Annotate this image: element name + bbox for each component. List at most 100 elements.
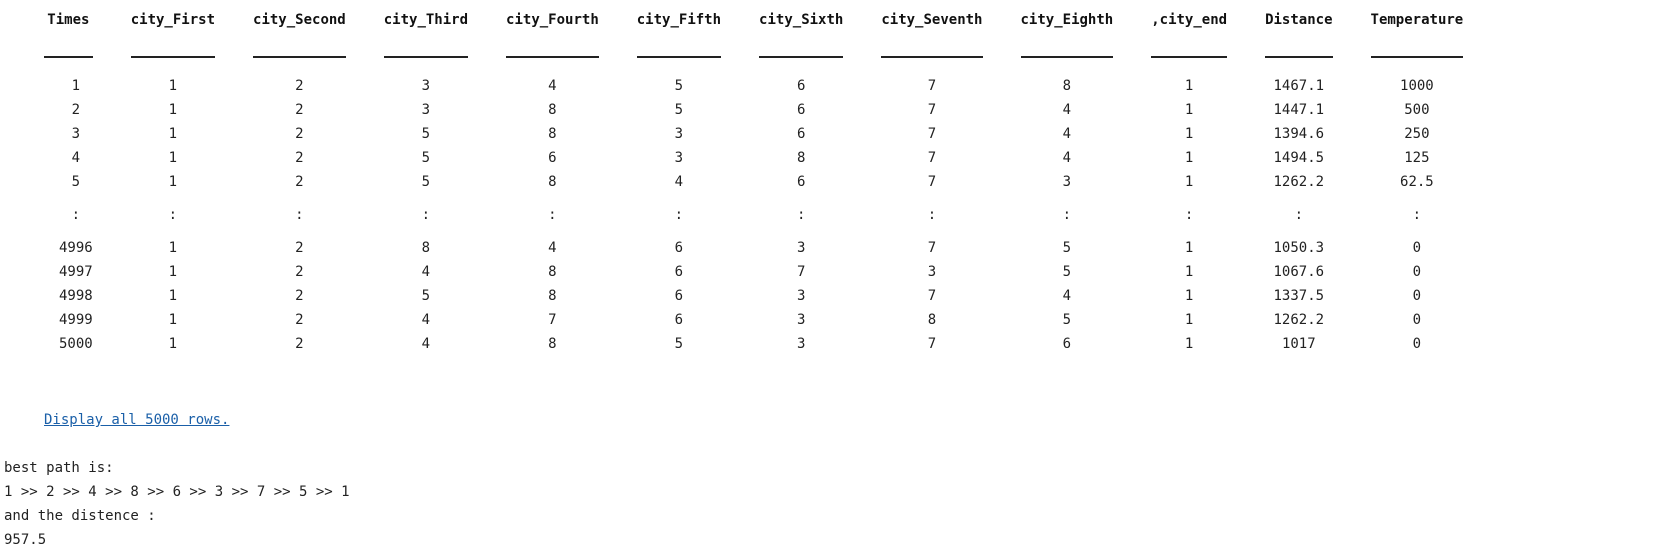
table-cell: 3 [796, 336, 806, 352]
results-table: Times city_First city_Second city_Third city… [40, 8, 1482, 356]
column-header: city_First [112, 8, 234, 66]
table-cell: 0 [1412, 336, 1422, 352]
table-row: 5000 1 2 4 8 5 3 7 6 1 1017 0 [40, 332, 1482, 356]
column-header: city_Eighth [1002, 8, 1133, 66]
table-cell: 5 [71, 174, 81, 190]
table-cell: 5 [421, 288, 431, 304]
column-header: Temperature [1352, 8, 1483, 66]
table-cell: 7 [927, 174, 937, 190]
display-all-rows-link[interactable]: Display all 5000 rows. [44, 412, 230, 428]
distance-label: and the distence : [4, 508, 156, 524]
table-cell: 5 [1062, 264, 1072, 280]
header-underline [759, 56, 844, 58]
table-cell: 4999 [59, 312, 93, 328]
table-cell: 1 [168, 126, 178, 142]
table-cell: 2 [295, 102, 304, 118]
table-cell: 4 [421, 264, 431, 280]
table-cell: 3 [927, 264, 937, 280]
header-row: Times city_First city_Second city_Third city… [40, 8, 1482, 66]
table-cell: 2 [295, 264, 304, 280]
table-cell: 3 [796, 240, 806, 256]
table-cell: 3 [71, 126, 81, 142]
header-underline [130, 56, 216, 58]
table-body: 1 1 2 3 4 5 6 7 8 1 1467.1 1000 2 1 2 3 8 5 6 7 4 1 1447.1 500 3… [40, 66, 1482, 356]
table-cell: 1 [1184, 126, 1194, 142]
ellipsis-cell: : [927, 207, 937, 223]
table-cell: 8 [421, 240, 431, 256]
column-header-label: Times [47, 12, 90, 28]
table-cell: 1050.3 [1273, 240, 1325, 256]
table-cell: 8 [796, 150, 806, 166]
table-cell: 1 [168, 240, 178, 256]
header-underline [383, 56, 469, 58]
table-cell: 5 [674, 336, 684, 352]
table-cell: 8 [548, 102, 557, 118]
table-cell: 7 [796, 264, 806, 280]
table-cell: 250 [1404, 126, 1430, 142]
table-cell: 4997 [59, 264, 93, 280]
table-cell: 4 [1062, 288, 1072, 304]
table-cell: 5000 [59, 336, 93, 352]
table-cell: 1 [168, 312, 178, 328]
ellipsis-cell: : [548, 207, 557, 223]
column-header: city_Sixth [740, 8, 862, 66]
ellipsis-cell: : [295, 207, 304, 223]
table-cell: 5 [421, 174, 431, 190]
table-cell: 6 [674, 240, 684, 256]
table-cell: 4 [1062, 102, 1072, 118]
column-header-label: city_Seventh [881, 12, 983, 28]
table-row: 4999 1 2 4 7 6 3 8 5 1 1262.2 0 [40, 308, 1482, 332]
distance-value: 957.5 [4, 532, 47, 548]
table-cell: 7 [548, 312, 557, 328]
table-cell: 3 [421, 102, 431, 118]
table-cell: 7 [927, 240, 937, 256]
table-cell: 5 [1062, 240, 1072, 256]
ellipsis-cell: : [1294, 207, 1304, 223]
table-cell: 1 [168, 102, 178, 118]
ellipsis-row: :::::::::::: [40, 194, 1482, 236]
table-cell: 8 [1062, 78, 1072, 94]
table-cell: 2 [295, 336, 304, 352]
column-header: city_Fourth [487, 8, 618, 66]
header-underline [506, 56, 599, 58]
table-cell: 8 [548, 174, 557, 190]
column-header-label: city_Fifth [636, 12, 722, 28]
column-header-label: city_First [130, 12, 216, 28]
column-header-label: city_Fourth [506, 12, 599, 28]
table-cell: 2 [71, 102, 81, 118]
table-cell: 5 [674, 78, 684, 94]
table-row: 4997 1 2 4 8 6 7 3 5 1 1067.6 0 [40, 260, 1482, 284]
ellipsis-cell: : [1184, 207, 1194, 223]
table-cell: 0 [1412, 312, 1422, 328]
header-underline [1370, 56, 1464, 58]
table-cell: 6 [674, 288, 684, 304]
table-cell: 1 [1184, 240, 1194, 256]
column-header-label: city_Third [383, 12, 469, 28]
table-cell: 3 [796, 288, 806, 304]
table-cell: 4996 [59, 240, 93, 256]
column-header-label: Temperature [1370, 12, 1464, 28]
column-header-label: Distance [1265, 12, 1333, 28]
header-underline [636, 56, 722, 58]
table-cell: 4 [548, 78, 557, 94]
table-cell: 1017 [1281, 336, 1316, 352]
best-path-value: 1 >> 2 >> 4 >> 8 >> 6 >> 3 >> 7 >> 5 >> … [4, 484, 350, 500]
table-cell: 1000 [1400, 78, 1434, 94]
table-row: 4998 1 2 5 8 6 3 7 4 1 1337.5 0 [40, 284, 1482, 308]
table-cell: 5 [421, 150, 431, 166]
table-cell: 4 [71, 150, 81, 166]
table-cell: 1394.6 [1273, 126, 1325, 142]
table-cell: 4998 [59, 288, 93, 304]
header-underline [253, 56, 346, 58]
table-cell: 5 [674, 102, 684, 118]
table-cell: 1447.1 [1273, 102, 1325, 118]
results-table-container: Times city_First city_Second city_Third city… [40, 8, 1482, 356]
ellipsis-cell: : [796, 207, 806, 223]
table-cell: 8 [548, 264, 557, 280]
table-cell: 3 [421, 78, 431, 94]
table-cell: 2 [295, 240, 304, 256]
table-cell: 0 [1412, 264, 1422, 280]
table-cell: 1 [71, 78, 81, 94]
ellipsis-cell: : [674, 207, 684, 223]
table-cell: 2 [295, 288, 304, 304]
